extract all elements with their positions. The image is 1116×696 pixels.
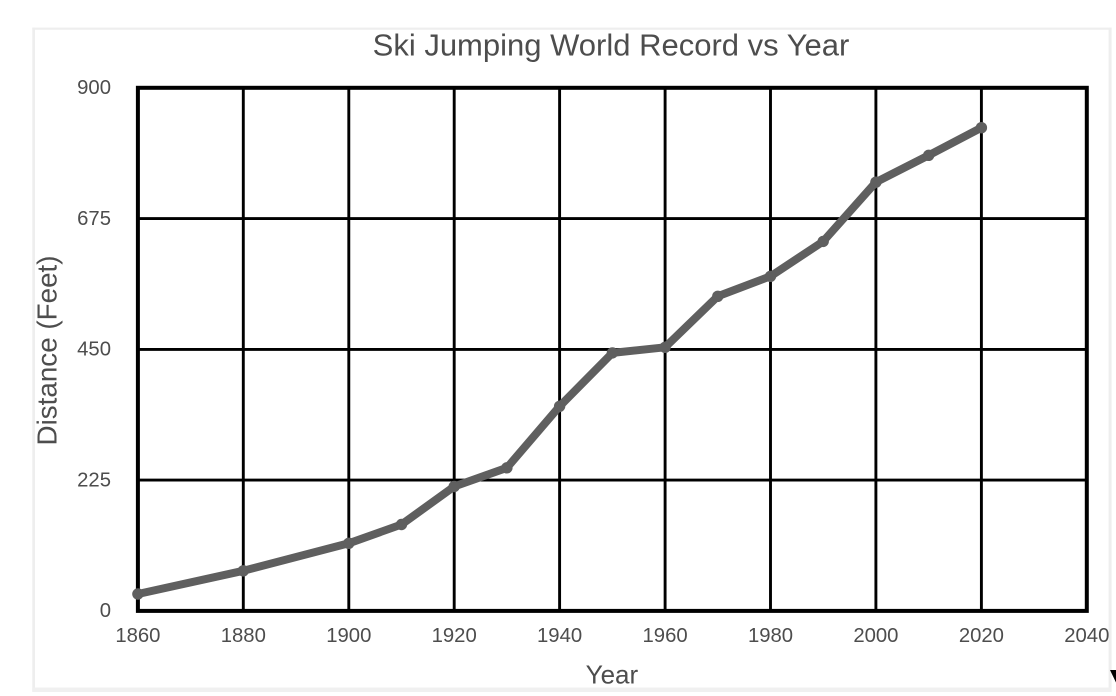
svg-text:2020: 2020	[959, 625, 1004, 647]
svg-text:225: 225	[77, 469, 111, 491]
svg-text:Distance (Feet): Distance (Feet)	[32, 255, 63, 445]
svg-text:1960: 1960	[643, 625, 688, 647]
svg-text:1980: 1980	[748, 625, 793, 647]
svg-text:900: 900	[77, 77, 111, 99]
svg-text:1920: 1920	[432, 625, 477, 647]
svg-text:675: 675	[77, 208, 111, 230]
svg-text:450: 450	[77, 339, 111, 361]
svg-text:0: 0	[100, 600, 111, 622]
svg-text:2040: 2040	[1064, 625, 1109, 647]
svg-text:Year: Year	[586, 660, 639, 690]
svg-text:2000: 2000	[853, 625, 898, 647]
svg-text:1940: 1940	[537, 625, 582, 647]
svg-text:Ski Jumping World Record vs Ye: Ski Jumping World Record vs Year	[373, 28, 850, 63]
svg-text:1860: 1860	[115, 625, 160, 647]
svg-text:1880: 1880	[221, 625, 266, 647]
svg-text:1900: 1900	[326, 625, 371, 647]
